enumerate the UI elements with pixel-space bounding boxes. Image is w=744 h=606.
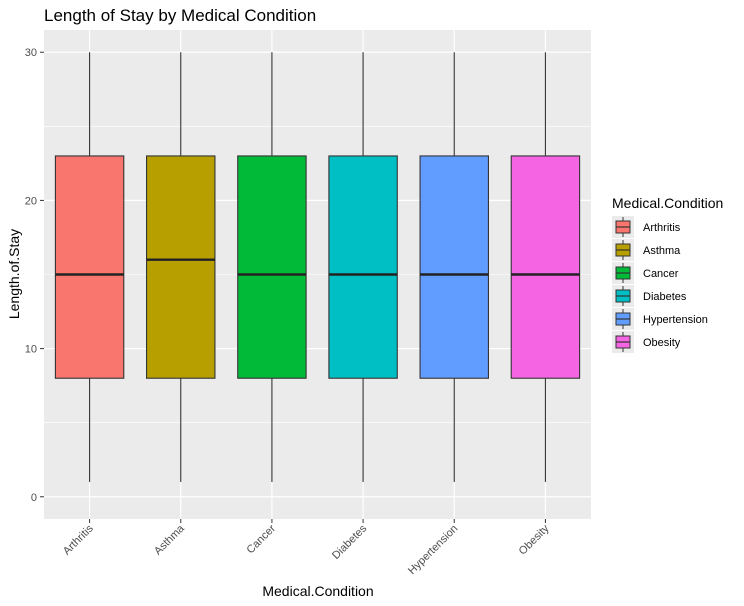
legend-label: Hypertension xyxy=(643,314,708,326)
legend-label: Asthma xyxy=(643,245,681,257)
box-obesity xyxy=(510,52,581,482)
box-hypertension xyxy=(419,52,489,482)
box-body xyxy=(510,155,581,379)
legend: Medical.Condition Arthritis Asthma Cancer D… xyxy=(612,195,723,353)
box-body xyxy=(328,155,398,379)
box-body xyxy=(237,155,307,379)
box-body xyxy=(419,155,489,379)
legend-label: Arthritis xyxy=(643,222,681,234)
legend-item-asthma: Asthma xyxy=(612,239,681,261)
x-tick-label: Cancer xyxy=(244,522,278,556)
x-tick-label: Diabetes xyxy=(330,522,370,562)
box-diabetes xyxy=(328,52,398,482)
box-asthma xyxy=(146,52,216,482)
x-axis-title: Medical.Condition xyxy=(262,583,373,599)
legend-item-diabetes: Diabetes xyxy=(612,285,687,307)
y-axis-title: Length.of.Stay xyxy=(6,229,22,319)
legend-label: Obesity xyxy=(643,337,681,349)
legend-item-cancer: Cancer xyxy=(612,262,679,284)
boxes xyxy=(54,52,581,482)
y-tick-label: 20 xyxy=(25,195,37,207)
box-arthritis xyxy=(54,52,125,482)
x-tick-label: Obesity xyxy=(517,522,552,557)
legend-item-hypertension: Hypertension xyxy=(612,308,708,330)
legend-item-arthritis: Arthritis xyxy=(612,216,681,238)
y-tick-label: 30 xyxy=(25,47,37,59)
chart-title: Length of Stay by Medical Condition xyxy=(44,6,316,25)
legend-item-obesity: Obesity xyxy=(612,331,681,353)
x-tick-label: Hypertension xyxy=(406,523,460,577)
x-axis: Arthritis Asthma Cancer Diabetes Hypertensio… xyxy=(61,519,552,577)
y-tick-label: 10 xyxy=(25,344,37,356)
y-tick-label: 0 xyxy=(31,492,37,504)
box-body xyxy=(54,155,125,379)
box-cancer xyxy=(237,52,307,482)
legend-label: Diabetes xyxy=(643,291,687,303)
box-body xyxy=(146,155,216,379)
y-axis: 0 10 20 30 xyxy=(25,47,44,504)
x-tick-label: Asthma xyxy=(152,522,187,557)
x-tick-label: Arthritis xyxy=(61,522,96,557)
legend-title: Medical.Condition xyxy=(612,195,723,211)
legend-label: Cancer xyxy=(643,268,679,280)
